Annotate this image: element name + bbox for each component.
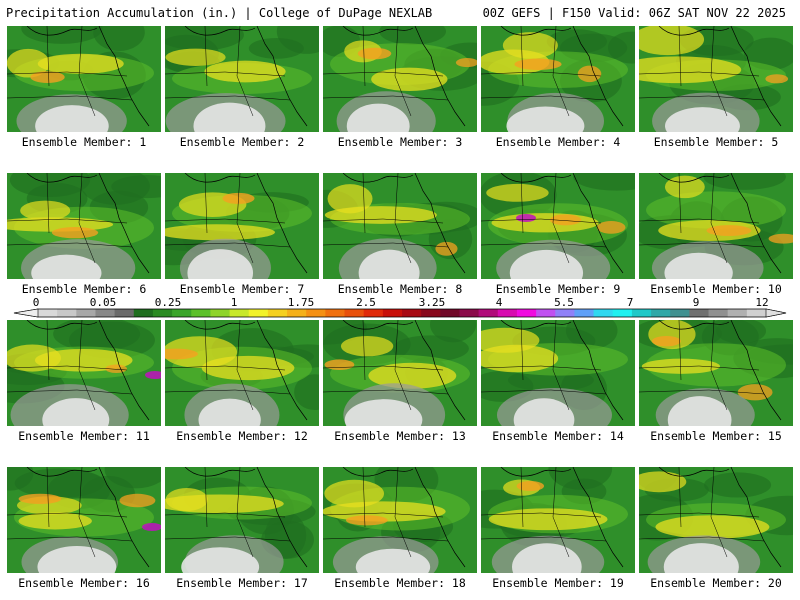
- ensemble-member-label: Ensemble Member: 16: [18, 576, 150, 590]
- colorbar-swatch: [172, 309, 192, 317]
- colorbar-swatch: [191, 309, 211, 317]
- ensemble-member-map: [323, 467, 477, 573]
- ensemble-member-map: [165, 26, 319, 132]
- colorbar-swatch: [689, 309, 710, 317]
- colorbar-tick-label: 0: [32, 296, 40, 309]
- colorbar-swatch: [248, 309, 269, 317]
- colorbar-swatch: [612, 309, 633, 317]
- colorbar-swatch: [114, 309, 135, 317]
- colorbar-tick-label: 0.05: [89, 296, 117, 309]
- colorbar-tick-label: 3.25: [418, 296, 446, 309]
- ensemble-member-label: Ensemble Member: 12: [176, 429, 308, 443]
- colorbar-swatch: [516, 309, 537, 317]
- ensemble-member-map: [323, 26, 477, 132]
- ensemble-member-label: Ensemble Member: 19: [492, 576, 624, 590]
- ensemble-member-label: Ensemble Member: 8: [337, 282, 463, 296]
- ensemble-member-label: Ensemble Member: 13: [334, 429, 466, 443]
- colorbar-swatch: [459, 309, 480, 317]
- colorbar-swatch: [440, 309, 460, 317]
- ensemble-member-label: Ensemble Member: 17: [176, 576, 308, 590]
- colorbar-swatch: [76, 309, 96, 317]
- colorbar-tick-label: 4: [495, 296, 503, 309]
- ensemble-member-map: [165, 320, 319, 426]
- colorbar-swatch: [95, 309, 116, 317]
- colorbar-swatch: [363, 309, 384, 317]
- ensemble-member-map: [481, 26, 635, 132]
- colorbar-swatch: [152, 309, 173, 317]
- colorbar-swatch: [631, 309, 652, 317]
- colorbar-tick-label: 0.25: [154, 296, 182, 309]
- colorbar-tick-label: 12: [755, 296, 769, 309]
- ensemble-member-label: Ensemble Member: 5: [653, 135, 779, 149]
- colorbar-swatch: [133, 309, 154, 317]
- ensemble-member-map: [639, 173, 793, 279]
- colorbar-swatch: [38, 309, 58, 317]
- colorbar-swatch: [478, 309, 499, 317]
- colorbar-swatch: [555, 309, 575, 317]
- colorbar-swatch: [670, 309, 690, 317]
- ensemble-member-map: [481, 173, 635, 279]
- colorbar-swatch: [497, 309, 518, 317]
- ensemble-member-label: Ensemble Member: 2: [179, 135, 305, 149]
- colorbar-swatch: [210, 309, 231, 317]
- ensemble-member-map: [165, 173, 319, 279]
- ensemble-member-label: Ensemble Member: 3: [337, 135, 463, 149]
- ensemble-member-label: Ensemble Member: 15: [650, 429, 782, 443]
- ensemble-member-map: [639, 320, 793, 426]
- ensemble-member-label: Ensemble Member: 4: [495, 135, 621, 149]
- colorbar-swatch: [708, 309, 729, 317]
- colorbar-swatch: [325, 309, 346, 317]
- ensemble-member-map: [323, 320, 477, 426]
- colorbar-swatch: [229, 309, 250, 317]
- colorbar-tick-label: 9: [692, 296, 700, 309]
- ensemble-member-map: [639, 467, 793, 573]
- ensemble-member-map: [7, 173, 161, 279]
- ensemble-member-label: Ensemble Member: 11: [18, 429, 150, 443]
- colorbar-max-arrow: [765, 308, 787, 318]
- colorbar-swatch: [421, 309, 441, 317]
- colorbar-tick-label: 2.5: [356, 296, 376, 309]
- colorbar-swatch: [727, 309, 748, 317]
- colorbar-swatch: [287, 309, 307, 317]
- colorbar-swatch: [651, 309, 671, 317]
- ensemble-member-label: Ensemble Member: 10: [650, 282, 782, 296]
- colorbar-swatch: [574, 309, 595, 317]
- ensemble-member-map: [165, 467, 319, 573]
- ensemble-member-label: Ensemble Member: 1: [21, 135, 147, 149]
- precipitation-colorbar: [13, 308, 787, 318]
- ensemble-member-map: [7, 26, 161, 132]
- ensemble-member-map: [481, 467, 635, 573]
- colorbar-swatch: [402, 309, 422, 317]
- colorbar-swatch: [382, 309, 403, 317]
- ensemble-member-map: [481, 320, 635, 426]
- colorbar-swatch: [57, 309, 77, 317]
- colorbar-swatch: [267, 309, 288, 317]
- ensemble-member-map: [7, 467, 161, 573]
- colorbar-swatch: [536, 309, 556, 317]
- colorbar-tick-label: 1.75: [287, 296, 315, 309]
- colorbar-swatch: [306, 309, 326, 317]
- colorbar-swatch: [344, 309, 365, 317]
- colorbar-tick-label: 7: [626, 296, 634, 309]
- page-title: Precipitation Accumulation (in.) | Colle…: [6, 6, 433, 20]
- colorbar-tick-label: 5.5: [554, 296, 574, 309]
- colorbar-swatch: [593, 309, 614, 317]
- ensemble-member-label: Ensemble Member: 20: [650, 576, 782, 590]
- ensemble-member-label: Ensemble Member: 6: [21, 282, 147, 296]
- ensemble-member-map: [639, 26, 793, 132]
- ensemble-member-label: Ensemble Member: 7: [179, 282, 305, 296]
- ensemble-member-map: [7, 320, 161, 426]
- ensemble-member-label: Ensemble Member: 18: [334, 576, 466, 590]
- ensemble-member-label: Ensemble Member: 9: [495, 282, 621, 296]
- colorbar-swatch: [746, 309, 767, 317]
- ensemble-member-label: Ensemble Member: 14: [492, 429, 624, 443]
- ensemble-member-map: [323, 173, 477, 279]
- colorbar-tick-label: 1: [230, 296, 238, 309]
- colorbar-min-arrow: [13, 308, 39, 318]
- model-run-info: 00Z GEFS | F150 Valid: 06Z SAT NOV 22 20…: [482, 6, 786, 20]
